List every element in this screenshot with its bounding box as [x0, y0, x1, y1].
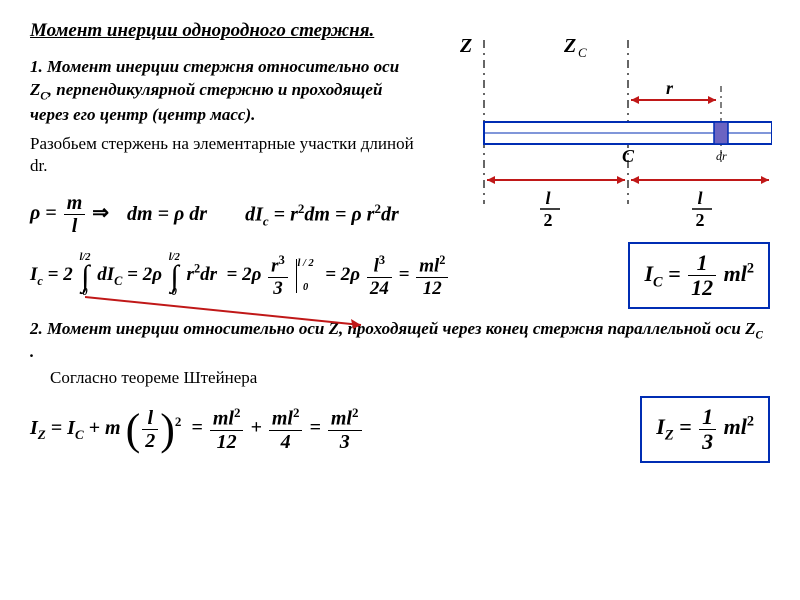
paragraph-2: Разобьем стержень на элементарные участк… — [30, 133, 430, 177]
svg-text:r: r — [666, 78, 674, 98]
z-axis-label: Z — [459, 35, 472, 57]
eq-dm: dm = ρ dr — [127, 203, 207, 226]
paragraph-4: Согласно теореме Штейнера — [50, 368, 770, 388]
svg-text:2: 2 — [544, 210, 553, 230]
svg-text:2: 2 — [696, 210, 705, 230]
eq-Iz-boxed: IZ = 13 ml2 — [640, 396, 770, 463]
svg-text:l: l — [697, 188, 702, 208]
paragraph-1: 1. Момент инерции стержня относительно о… — [30, 56, 400, 127]
svg-text:C: C — [622, 146, 635, 166]
eq-rho: ρ = ml ⇒ — [30, 193, 109, 236]
eq-Iz-derivation: IZ = IC + m (l2)2 = ml212 + ml24 = ml23 — [30, 406, 364, 452]
svg-text:Z: Z — [563, 35, 576, 57]
svg-text:dr: dr — [716, 149, 727, 163]
eq-dIc: dIc = r2dm = ρ r2dr — [245, 201, 399, 230]
rod-diagram: Z Z C r C dr l 2 l 2 — [448, 32, 772, 232]
svg-text:l: l — [545, 188, 550, 208]
svg-text:C: C — [578, 45, 587, 60]
derivation-arrow — [85, 292, 365, 332]
eq-Ic-boxed: IC = 112 ml2 — [628, 242, 770, 309]
